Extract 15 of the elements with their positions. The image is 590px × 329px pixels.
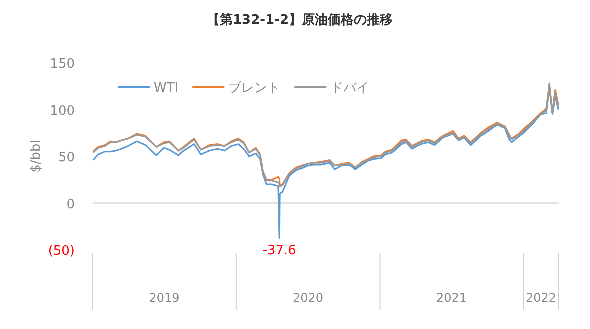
y-axis-title: $/bbl: [29, 140, 44, 173]
x-tick-label: 2019: [149, 291, 180, 305]
chart-title: 【第132-1-2】原油価格の推移: [206, 12, 394, 28]
y-tick-label: (50): [48, 244, 75, 259]
legend-label: WTI: [154, 81, 179, 96]
y-tick-label: 100: [50, 104, 75, 119]
x-tick-label: 2021: [436, 291, 468, 305]
x-tick-label: 2020: [293, 291, 324, 305]
y-tick-label: 150: [50, 57, 75, 72]
x-tick-label: 2022: [526, 291, 557, 305]
y-tick-label: 50: [58, 150, 75, 166]
legend-label: ドバイ: [330, 81, 370, 96]
annotation: -37.6: [262, 243, 296, 258]
y-tick-label: 0: [66, 197, 75, 212]
legend-label: ブレント: [228, 81, 281, 96]
